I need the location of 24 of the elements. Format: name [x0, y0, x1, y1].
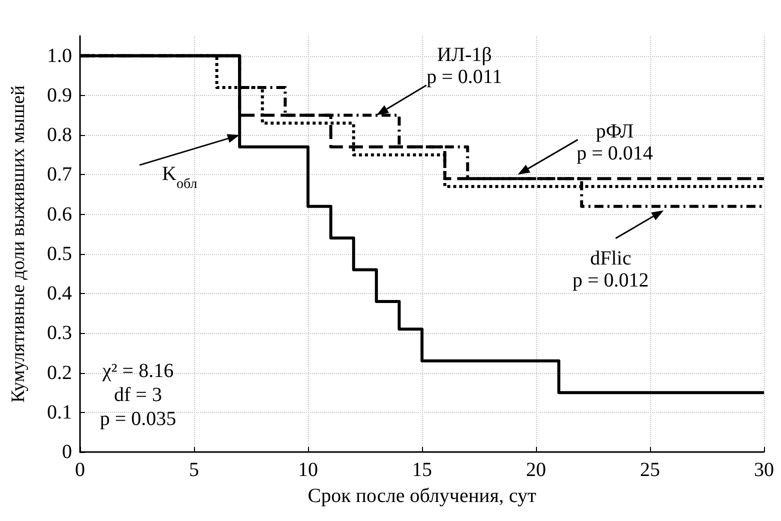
y-tick-label: 0.9 — [47, 84, 72, 106]
y-tick-label: 0 — [62, 441, 72, 463]
annotation: K$_{обл}$ — [162, 163, 198, 192]
annotation: рФЛ p = 0.014 — [576, 120, 653, 165]
y-tick-label: 0.2 — [47, 362, 72, 384]
x-tick-label: 5 — [189, 459, 199, 481]
y-axis-title: Кумулятивные доли выживших мышей — [8, 85, 29, 403]
y-tick-label: 0.5 — [47, 242, 72, 265]
x-tick-label: 20 — [526, 459, 546, 481]
y-tick-label: 0.4 — [47, 282, 72, 305]
x-axis-title: Срок после облучения, сут — [308, 485, 537, 507]
annotation: χ² = 8.16 df = 3 p = 0.035 — [100, 360, 176, 430]
x-tick-label: 25 — [640, 459, 660, 481]
y-tick-label: 0.3 — [47, 322, 72, 344]
y-tick-label: 1.0 — [47, 44, 72, 67]
y-tick-label: 0.8 — [47, 124, 72, 146]
x-tick-label: 10 — [298, 459, 318, 481]
y-tick-label: 0.6 — [47, 203, 72, 226]
annotation: dFlic p = 0.012 — [572, 247, 649, 292]
y-tick-label: 0.7 — [47, 164, 72, 186]
annotation: ИЛ-1β p = 0.011 — [426, 44, 502, 88]
y-tick-label: 0.1 — [47, 401, 72, 424]
x-tick-label: 30 — [754, 459, 774, 481]
x-tick-label: 15 — [412, 459, 432, 481]
